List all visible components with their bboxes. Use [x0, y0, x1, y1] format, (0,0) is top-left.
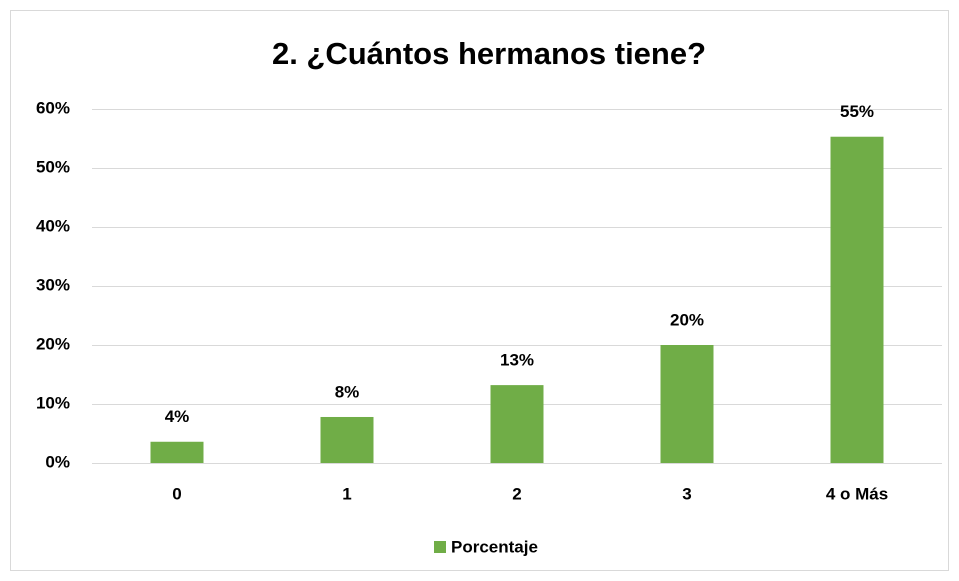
y-tick-label: 10% [36, 393, 70, 412]
x-tick-label: 1 [342, 484, 351, 503]
x-tick-label: 4 o Más [826, 484, 888, 503]
bar [660, 345, 714, 463]
bar [320, 416, 374, 463]
x-tick-label: 0 [172, 484, 181, 503]
data-label: 55% [840, 102, 874, 121]
bar [490, 385, 544, 463]
x-tick-label: 2 [512, 484, 521, 503]
y-tick-label: 20% [36, 334, 70, 353]
bar [830, 136, 884, 464]
legend-label: Porcentaje [451, 537, 538, 556]
legend-swatch [434, 541, 446, 553]
y-tick-label: 0% [45, 452, 70, 471]
data-label: 20% [670, 310, 704, 329]
bar [150, 441, 204, 463]
y-tick-label: 30% [36, 275, 70, 294]
chart-frame [10, 10, 949, 571]
x-tick-label: 3 [682, 484, 691, 503]
data-label: 13% [500, 351, 534, 370]
y-tick-label: 60% [36, 98, 70, 117]
data-label: 4% [165, 407, 190, 426]
y-tick-label: 40% [36, 216, 70, 235]
data-label: 8% [335, 382, 360, 401]
y-tick-label: 50% [36, 157, 70, 176]
chart-title: 2. ¿Cuántos hermanos tiene? [272, 36, 706, 71]
